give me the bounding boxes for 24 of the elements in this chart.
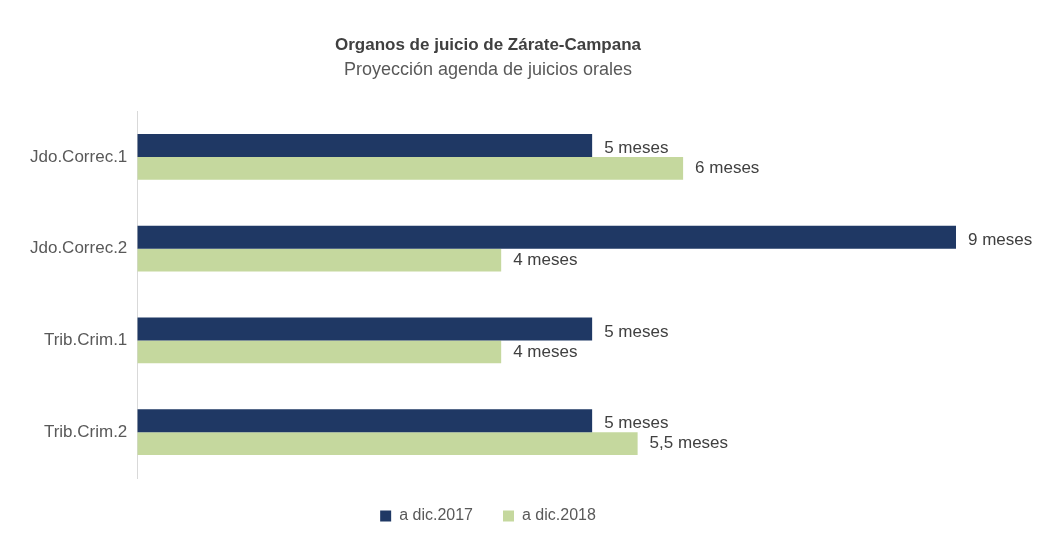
data-label: 4 meses <box>513 341 578 361</box>
bar <box>137 409 593 433</box>
chart-subtitle: Proyección agenda de juicios orales <box>343 59 633 80</box>
bar <box>137 432 638 456</box>
y-tick-label: Trib.Crim.2 <box>43 421 128 441</box>
bar <box>137 340 502 364</box>
legend-label: a dic.2018 <box>522 506 596 524</box>
y-tick-label: Jdo.Correc.2 <box>29 238 128 258</box>
bar <box>137 248 502 272</box>
bar <box>137 317 593 341</box>
bar <box>137 225 956 249</box>
data-label: 9 meses <box>968 229 1033 249</box>
legend-label: a dic.2017 <box>399 506 474 524</box>
data-label: 5,5 meses <box>649 433 729 453</box>
data-label: 5 meses <box>604 138 669 158</box>
data-label: 5 meses <box>604 321 669 341</box>
data-label: 6 meses <box>695 158 760 178</box>
y-tick-label: Jdo.Correc.1 <box>29 146 128 166</box>
data-label: 4 meses <box>513 249 578 269</box>
y-tick-label: Trib.Crim.1 <box>43 330 128 350</box>
chart-title: Organos de juicio de Zárate-Campana <box>334 34 642 54</box>
data-label: 5 meses <box>604 413 669 433</box>
bar <box>137 156 684 180</box>
bar <box>137 133 593 157</box>
